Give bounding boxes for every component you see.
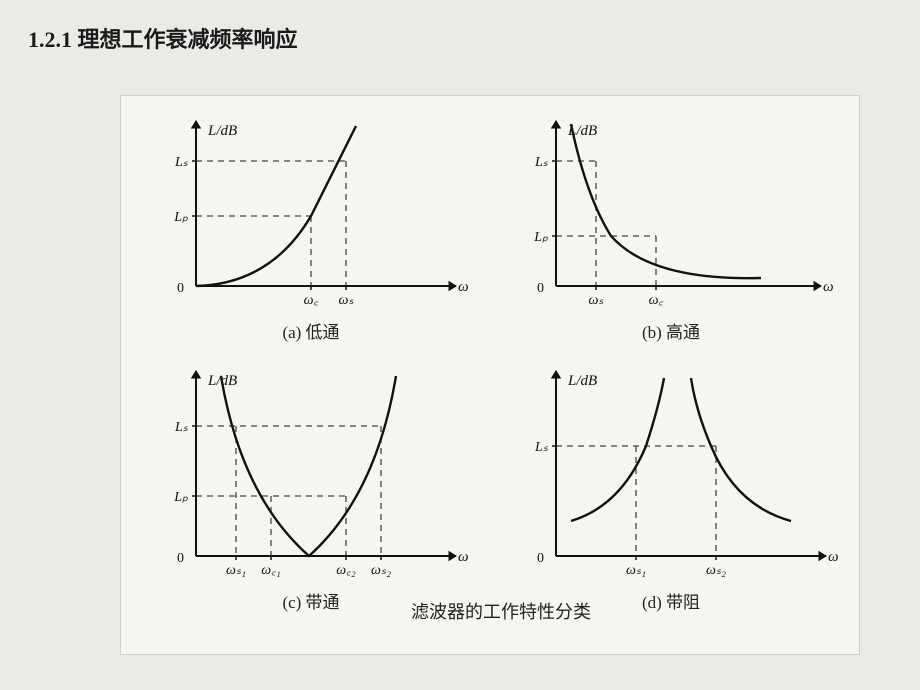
chart-svg: L/dB ω 0 Lₛ Lₚ ω꜀ ωₛ bbox=[141, 106, 481, 316]
svg-text:ω: ω bbox=[823, 279, 834, 295]
svg-text:ω: ω bbox=[458, 279, 469, 295]
svg-text:0: 0 bbox=[537, 281, 544, 296]
svg-text:0: 0 bbox=[177, 281, 184, 296]
figure-container: L/dB ω 0 Lₛ Lₚ ω꜀ ωₛ (a) 低通 L/dB ω 0 Lₛ Lₚ ωₛ ω꜀ (b) 高… bbox=[120, 95, 860, 655]
panel-lowpass: L/dB ω 0 Lₛ Lₚ ω꜀ ωₛ (a) 低通 bbox=[141, 106, 481, 346]
svg-text:Lₛ: Lₛ bbox=[534, 440, 549, 455]
svg-text:ωₛ₂: ωₛ₂ bbox=[371, 563, 391, 578]
svg-text:0: 0 bbox=[177, 551, 184, 566]
panel-caption: (a) 低通 bbox=[141, 318, 481, 343]
svg-text:0: 0 bbox=[537, 551, 544, 566]
panel-highpass: L/dB ω 0 Lₛ Lₚ ωₛ ω꜀ (b) 高通 bbox=[501, 106, 841, 346]
svg-text:ω: ω bbox=[828, 549, 839, 565]
svg-text:L/dB: L/dB bbox=[207, 123, 237, 139]
svg-text:ω꜀: ω꜀ bbox=[304, 293, 319, 308]
svg-text:L/dB: L/dB bbox=[567, 373, 597, 389]
panel-bandstop: L/dBω0Lₛωₛ₁ωₛ₂(d) 带阻 bbox=[501, 356, 841, 596]
panel-caption: (b) 高通 bbox=[501, 318, 841, 343]
chart-svg: L/dB ω 0 Lₛ ωₛ₁ ωₛ₂ bbox=[501, 356, 841, 586]
svg-text:L/dB: L/dB bbox=[567, 123, 597, 139]
svg-text:Lₛ: Lₛ bbox=[174, 155, 189, 170]
chart-svg: L/dB ω 0 Lₛ Lₚ ωₛ₁ ω꜀₁ ω꜀₂ ωₛ₂ bbox=[141, 356, 481, 586]
svg-text:Lₚ: Lₚ bbox=[173, 490, 188, 505]
svg-text:ω꜀₂: ω꜀₂ bbox=[336, 563, 356, 578]
svg-text:ωₛ₁: ωₛ₁ bbox=[226, 563, 246, 578]
svg-text:L/dB: L/dB bbox=[207, 373, 237, 389]
svg-text:Lₚ: Lₚ bbox=[173, 210, 188, 225]
svg-text:Lₚ: Lₚ bbox=[533, 230, 548, 245]
figure-caption: 滤波器的工作特性分类 bbox=[411, 598, 591, 624]
svg-text:ω꜀: ω꜀ bbox=[649, 293, 664, 308]
panel-bandpass: L/dBω0LₛLₚωₛ₁ω꜀₁ω꜀₂ωₛ₂(c) 带通 bbox=[141, 356, 481, 596]
chart-svg: L/dB ω 0 Lₛ Lₚ ωₛ ω꜀ bbox=[501, 106, 841, 316]
svg-text:ω: ω bbox=[458, 549, 469, 565]
section-title: 1.2.1 理想工作衰减频率响应 bbox=[28, 22, 298, 54]
svg-text:Lₛ: Lₛ bbox=[174, 420, 189, 435]
svg-text:ωₛ₁: ωₛ₁ bbox=[626, 563, 646, 578]
svg-text:ωₛ₂: ωₛ₂ bbox=[706, 563, 726, 578]
svg-text:ω꜀₁: ω꜀₁ bbox=[261, 563, 281, 578]
svg-text:ωₛ: ωₛ bbox=[338, 293, 354, 308]
svg-text:ωₛ: ωₛ bbox=[588, 293, 604, 308]
svg-text:Lₛ: Lₛ bbox=[534, 155, 549, 170]
